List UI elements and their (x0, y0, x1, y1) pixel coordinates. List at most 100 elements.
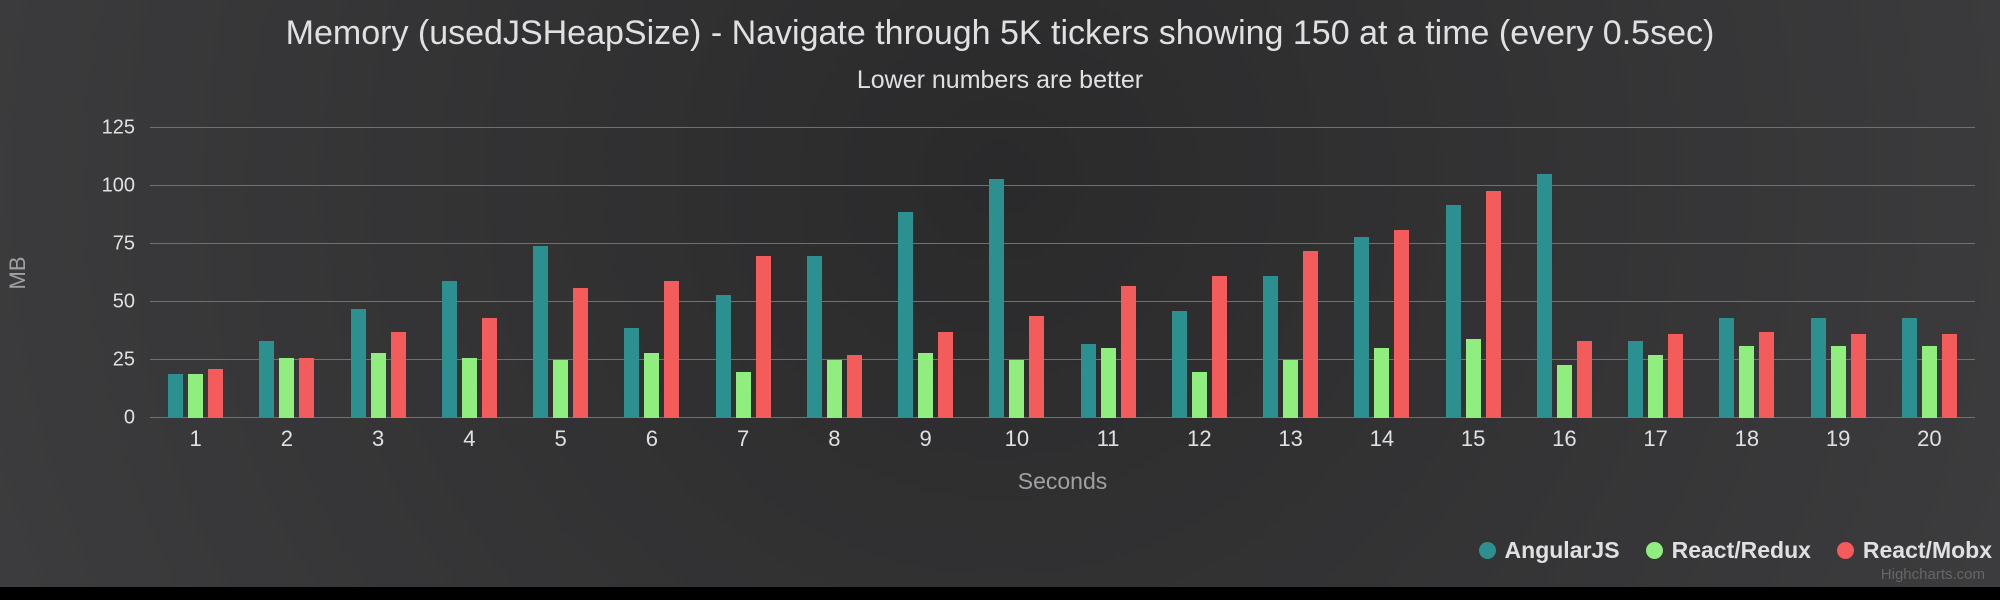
x-tick-label-20: 20 (1917, 426, 1942, 451)
bar-react-redux-sec-1 (188, 373, 204, 418)
bar-angularjs-sec-10 (989, 179, 1005, 418)
x-tick-label-14: 14 (1369, 426, 1395, 451)
category-group-13 (1245, 128, 1336, 418)
x-tick-label-15: 15 (1460, 426, 1486, 451)
bar-react-mobx-sec-13 (1303, 250, 1319, 418)
category-group-20 (1884, 128, 1975, 418)
gridline-y-50 (150, 301, 1975, 302)
bar-react-mobx-sec-15 (1485, 190, 1501, 418)
x-tick-label-3: 3 (372, 426, 385, 451)
category-group-5 (515, 128, 606, 418)
bar-angularjs-sec-4 (441, 281, 457, 418)
bar-angularjs-sec-9 (898, 211, 914, 418)
bar-angularjs-sec-1 (168, 373, 184, 418)
bar-angularjs-sec-19 (1810, 318, 1826, 418)
bar-react-mobx-sec-1 (208, 369, 224, 418)
gridline-y-25 (150, 359, 1975, 360)
legend-marker-icon (1836, 542, 1854, 559)
bar-react-redux-sec-17 (1648, 355, 1664, 418)
bar-react-redux-sec-2 (279, 357, 295, 418)
legend-marker-icon (1645, 542, 1663, 559)
bar-react-mobx-sec-4 (481, 318, 497, 418)
x-tick-label-5: 5 (554, 426, 567, 451)
bar-react-redux-sec-14 (1374, 348, 1390, 418)
category-group-4 (424, 128, 515, 418)
plot-area (150, 127, 1975, 418)
bar-angularjs-sec-12 (1171, 311, 1187, 418)
bar-react-redux-sec-6 (644, 353, 660, 418)
bar-react-mobx-sec-12 (1211, 276, 1227, 418)
bar-react-redux-sec-4 (461, 357, 477, 418)
category-group-1 (150, 128, 241, 418)
bar-react-mobx-sec-18 (1759, 332, 1775, 418)
y-tick-label-75: 75 (112, 232, 135, 255)
legend-item-react-mobx[interactable]: React/Mobx (1836, 537, 1992, 564)
x-tick-label-13: 13 (1278, 426, 1303, 451)
y-tick-label-100: 100 (101, 174, 135, 197)
category-group-15 (1428, 128, 1519, 418)
category-group-16 (1519, 128, 1610, 418)
legend-label: AngularJS (1504, 537, 1620, 563)
bar-angularjs-sec-15 (1445, 204, 1461, 418)
legend-item-react-redux[interactable]: React/Redux (1645, 537, 1811, 564)
legend-label: React/Mobx (1862, 537, 1992, 563)
bar-react-redux-sec-11 (1100, 348, 1116, 418)
category-group-6 (606, 128, 697, 418)
bar-react-mobx-sec-5 (573, 288, 589, 418)
x-tick-label-7: 7 (737, 426, 750, 451)
bar-angularjs-sec-18 (1719, 318, 1735, 418)
legend-marker-icon (1478, 542, 1496, 559)
x-tick-label-12: 12 (1187, 426, 1212, 451)
x-tick-label-19: 19 (1825, 426, 1851, 451)
bar-angularjs-sec-2 (259, 341, 275, 418)
bar-react-redux-sec-15 (1465, 339, 1481, 418)
legend-item-angularjs[interactable]: AngularJS (1478, 537, 1620, 564)
bar-react-mobx-sec-14 (1394, 230, 1410, 418)
bar-react-redux-sec-7 (735, 371, 751, 418)
bar-angularjs-sec-11 (1080, 343, 1096, 418)
bar-react-mobx-sec-10 (1029, 315, 1045, 418)
x-tick-label-1: 1 (189, 426, 202, 451)
x-tick-label-17: 17 (1643, 426, 1668, 451)
x-axis-title: Seconds (1017, 468, 1108, 494)
bar-react-redux-sec-8 (826, 360, 842, 418)
bar-react-redux-sec-19 (1830, 346, 1846, 418)
bar-react-redux-sec-5 (553, 360, 569, 418)
y-tick-label-50: 50 (112, 290, 135, 313)
y-axis-labels: 0 25 50 75 100 125 (0, 117, 135, 429)
category-group-12 (1154, 128, 1245, 418)
bar-react-redux-sec-18 (1739, 346, 1755, 418)
category-group-7 (698, 128, 789, 418)
highcharts-credits[interactable]: Highcharts.com (1880, 566, 1985, 583)
x-axis-labels: 1 2 3 4 5 6 7 8 9 10 11 12 13 14 15 16 17 18 19 20 (150, 426, 1975, 452)
x-tick-label-16: 16 (1552, 426, 1577, 451)
chart-subtitle: Lower numbers are better (856, 66, 1144, 94)
bar-react-mobx-sec-7 (755, 255, 771, 418)
category-group-10 (971, 128, 1062, 418)
bottom-strip (0, 587, 2000, 600)
bar-react-redux-sec-20 (1921, 346, 1937, 418)
category-group-8 (789, 128, 880, 418)
x-tick-label-10: 10 (1004, 426, 1030, 451)
bar-angularjs-sec-7 (715, 295, 731, 418)
bar-react-mobx-sec-20 (1941, 334, 1957, 418)
category-group-19 (1793, 128, 1884, 418)
y-tick-label-0: 0 (123, 406, 135, 429)
bar-react-mobx-sec-2 (299, 357, 315, 418)
bar-react-mobx-sec-16 (1576, 341, 1592, 418)
x-tick-label-8: 8 (828, 426, 841, 451)
bar-columns (150, 128, 1975, 418)
bar-react-redux-sec-12 (1191, 371, 1207, 418)
bar-angularjs-sec-13 (1263, 276, 1279, 418)
bar-react-mobx-sec-17 (1668, 334, 1684, 418)
bar-react-redux-sec-9 (918, 353, 934, 418)
gridline-y-0 (150, 417, 1975, 418)
category-group-9 (880, 128, 971, 418)
category-group-17 (1610, 128, 1701, 418)
y-tick-label-25: 25 (112, 348, 135, 371)
y-tick-label-125: 125 (101, 116, 135, 139)
bar-react-mobx-sec-6 (664, 281, 680, 418)
category-group-3 (333, 128, 424, 418)
bar-react-mobx-sec-3 (390, 332, 406, 418)
